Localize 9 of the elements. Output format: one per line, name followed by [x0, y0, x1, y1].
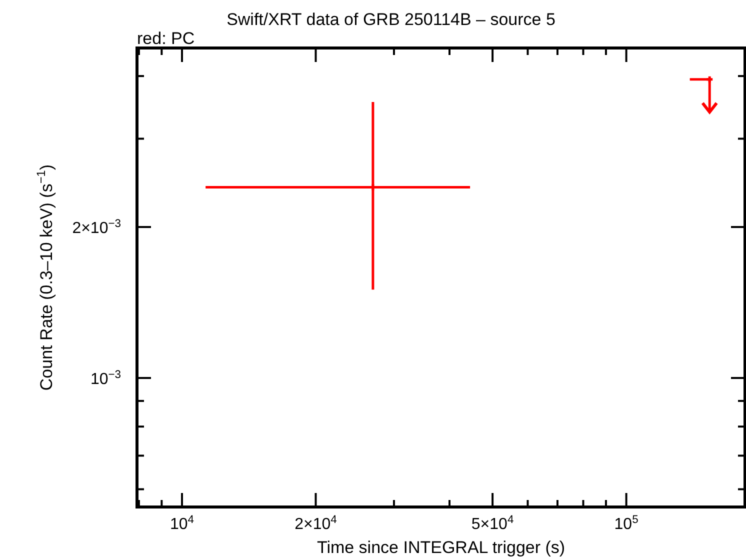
x-tick-label: 10$^{4}$ [170, 514, 194, 533]
x-tick-label: 5×10$^{4}$ [471, 514, 514, 533]
chart-title: Swift/XRT data of GRB 250114B – source 5 [226, 10, 556, 29]
x-axis-title: Time since INTEGRAL trigger (s) [316, 538, 566, 557]
x-tick-label: 10$^{5}$ [614, 514, 638, 533]
x-tick-label: 2×10$^{4}$ [294, 514, 337, 533]
y-tick-label: 2×10$^{−3}$ [72, 218, 121, 238]
chart-subtitle: red: PC [137, 29, 195, 48]
y-tick-label: 10$^{−3}$ [90, 368, 121, 388]
